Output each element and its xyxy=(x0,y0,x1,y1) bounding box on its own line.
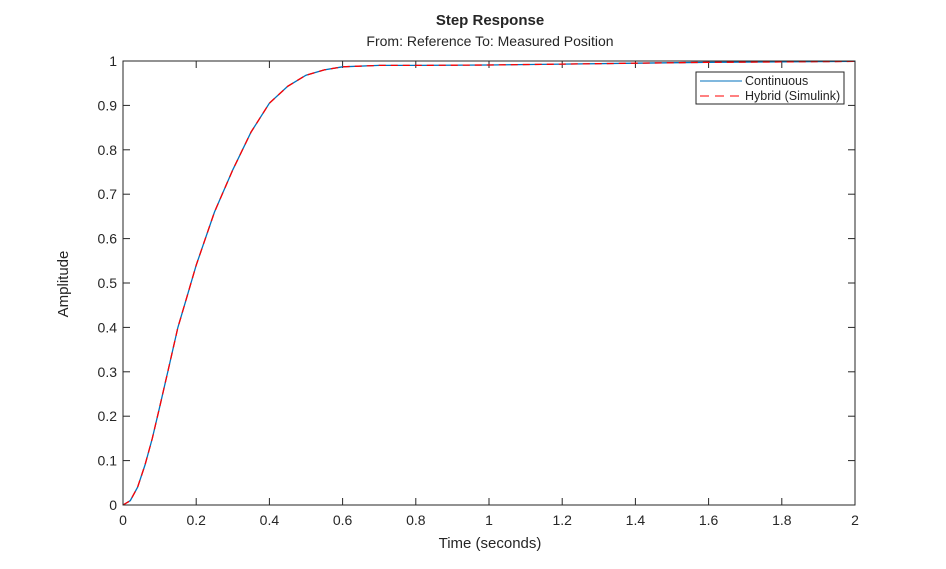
x-tick-label: 1 xyxy=(485,512,493,528)
x-tick-label: 0.8 xyxy=(406,512,426,528)
y-tick-label: 0.9 xyxy=(98,97,118,113)
x-tick-label: 1.6 xyxy=(699,512,719,528)
plot-area xyxy=(122,60,856,506)
x-tick-label: 0.2 xyxy=(186,512,206,528)
legend-label-hybrid: Hybrid (Simulink) xyxy=(745,89,840,103)
x-tick-label: 1.8 xyxy=(772,512,792,528)
chart-title: Step Response xyxy=(436,12,544,29)
y-axis-label: Amplitude xyxy=(55,251,72,318)
x-tick-label: 1.2 xyxy=(552,512,572,528)
y-tick-label: 0.7 xyxy=(98,186,118,202)
series-line-continuous xyxy=(122,60,856,506)
y-tick-label: 0.6 xyxy=(98,231,118,247)
y-tick-label: 0.2 xyxy=(98,408,118,424)
y-tick-label: 0.8 xyxy=(98,142,118,158)
legend-label-continuous: Continuous xyxy=(745,74,808,88)
x-tick-label: 0 xyxy=(119,512,127,528)
x-tick-label: 1.4 xyxy=(626,512,646,528)
chart-subtitle: From: Reference To: Measured Position xyxy=(366,33,613,49)
x-tick-label: 2 xyxy=(851,512,859,528)
y-tick-label: 0 xyxy=(109,497,117,513)
x-tick-label: 0.4 xyxy=(260,512,280,528)
y-tick-label: 0.5 xyxy=(98,275,118,291)
y-tick-label: 0.4 xyxy=(98,319,118,335)
x-axis-label: Time (seconds) xyxy=(439,535,542,552)
x-tick-label: 0.6 xyxy=(333,512,353,528)
y-tick-label: 1 xyxy=(109,53,117,69)
legend: Continuous Hybrid (Simulink) xyxy=(695,71,845,105)
series-line-hybrid xyxy=(122,60,856,506)
y-tick-label: 0.3 xyxy=(98,364,118,380)
y-tick-label: 0.1 xyxy=(98,453,118,469)
